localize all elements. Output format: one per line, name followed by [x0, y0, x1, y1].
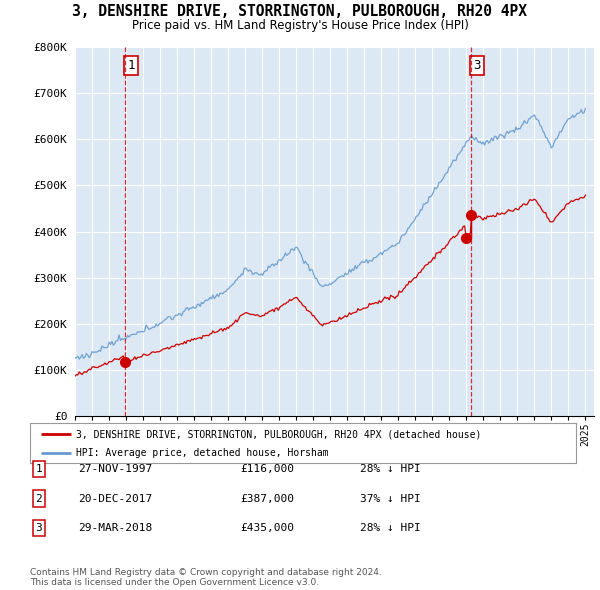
Text: 28% ↓ HPI: 28% ↓ HPI	[360, 523, 421, 533]
Text: 37% ↓ HPI: 37% ↓ HPI	[360, 494, 421, 503]
Text: 20-DEC-2017: 20-DEC-2017	[78, 494, 152, 503]
Text: 3, DENSHIRE DRIVE, STORRINGTON, PULBOROUGH, RH20 4PX (detached house): 3, DENSHIRE DRIVE, STORRINGTON, PULBOROU…	[76, 430, 482, 440]
Text: 3: 3	[35, 523, 43, 533]
Text: 2: 2	[35, 494, 43, 503]
Text: 27-NOV-1997: 27-NOV-1997	[78, 464, 152, 474]
Text: Contains HM Land Registry data © Crown copyright and database right 2024.
This d: Contains HM Land Registry data © Crown c…	[30, 568, 382, 587]
Text: £116,000: £116,000	[240, 464, 294, 474]
Text: £435,000: £435,000	[240, 523, 294, 533]
Text: 28% ↓ HPI: 28% ↓ HPI	[360, 464, 421, 474]
Text: 1: 1	[127, 59, 134, 72]
Text: 29-MAR-2018: 29-MAR-2018	[78, 523, 152, 533]
Text: Price paid vs. HM Land Registry's House Price Index (HPI): Price paid vs. HM Land Registry's House …	[131, 19, 469, 32]
Text: 3: 3	[473, 59, 481, 72]
Text: HPI: Average price, detached house, Horsham: HPI: Average price, detached house, Hors…	[76, 448, 329, 458]
Text: £387,000: £387,000	[240, 494, 294, 503]
Text: 1: 1	[35, 464, 43, 474]
Text: 3, DENSHIRE DRIVE, STORRINGTON, PULBOROUGH, RH20 4PX: 3, DENSHIRE DRIVE, STORRINGTON, PULBOROU…	[73, 4, 527, 19]
